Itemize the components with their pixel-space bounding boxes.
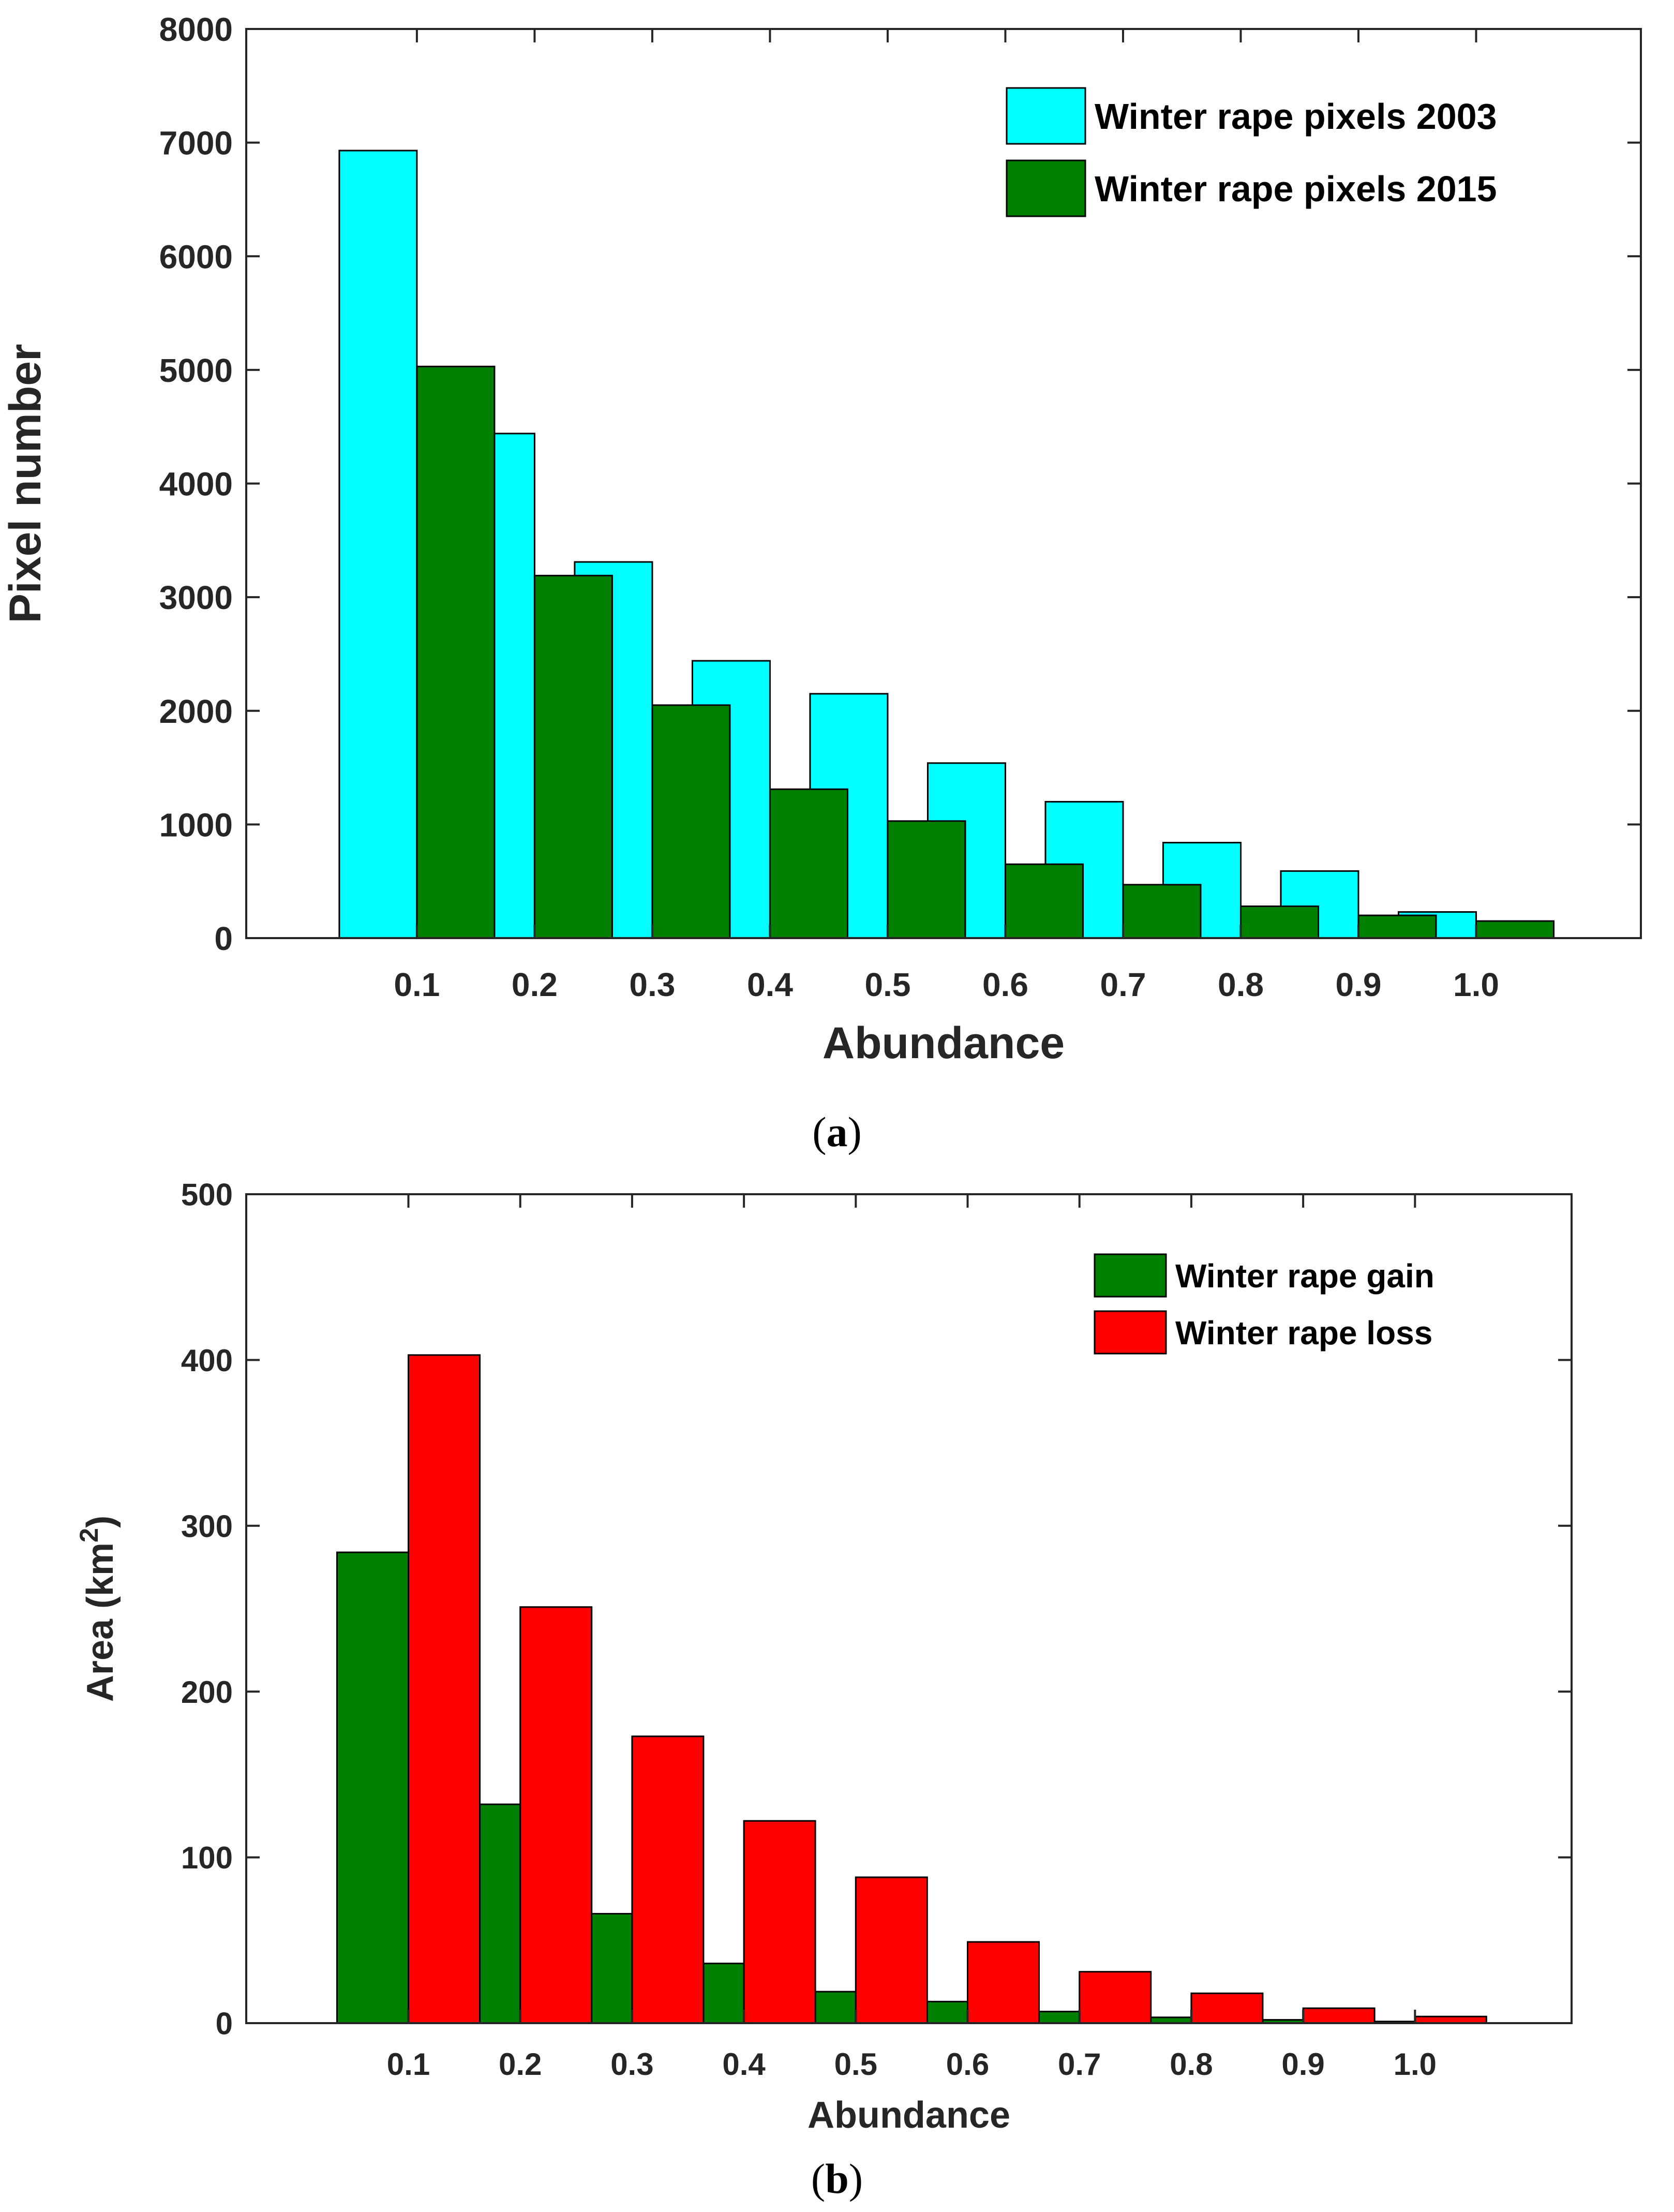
panel-caption: (a)	[812, 1108, 862, 1155]
xtick-label: 0.2	[512, 966, 558, 1003]
xtick-label: 0.9	[1281, 2047, 1324, 2082]
xtick-label: 0.8	[1170, 2047, 1213, 2082]
x-axis-label: Abundance	[823, 1018, 1065, 1068]
ytick-label: 0	[216, 2007, 233, 2041]
bar-s2-0.5	[855, 1876, 928, 2024]
chart-b-area: 0 100 200 300 400 500 0.1 0.2 0.3 0.4 0.5 0.6 0.7 0.8…	[74, 1178, 1573, 2202]
bar-s2-0.9	[1357, 914, 1437, 939]
bar-s2-0.7	[1079, 1971, 1152, 2024]
ytick-label: 4000	[159, 466, 233, 503]
ytick-label: 100	[181, 1840, 233, 1875]
chart-a-pixel-number: 0 1000 2000 3000 4000 5000 6000 7000 8000 0.1 0.2 0…	[1, 11, 1642, 1155]
bar-s1-0.1	[336, 1551, 409, 2024]
ytick-label: 2000	[159, 693, 233, 730]
y-axis-label-close: )	[80, 1516, 121, 1528]
legend-swatch-1	[1094, 1253, 1167, 1298]
xtick-label: 0.8	[1218, 966, 1264, 1003]
xtick-label: 1.0	[1453, 966, 1499, 1003]
bar-s2-0.8	[1239, 905, 1319, 939]
caption-close-paren: )	[848, 1108, 862, 1155]
ytick-label: 6000	[159, 238, 233, 275]
ytick-label: 0	[214, 920, 233, 957]
bar-s2-0.8	[1190, 1992, 1264, 2024]
caption-letter: b	[825, 2155, 849, 2202]
legend-swatch-1	[1006, 87, 1086, 145]
x-axis-label: Abundance	[808, 2095, 1010, 2136]
bar-s2-0.4	[743, 1820, 816, 2024]
xtick-label: 0.7	[1058, 2047, 1101, 2082]
xtick-label: 0.4	[722, 2047, 766, 2082]
ytick-label: 1000	[159, 806, 233, 843]
xtick-label: 0.5	[834, 2047, 877, 2082]
bar-s1-0.1	[338, 150, 418, 939]
legend-label-1: Winter rape gain	[1175, 1257, 1434, 1295]
caption-open-paren: (	[811, 2155, 825, 2202]
bar-s1-0.9	[1280, 870, 1359, 939]
xtick-label: 0.1	[387, 2047, 430, 2082]
bar-s2-0.3	[651, 704, 731, 939]
y-axis-label-superscript: 2	[74, 1528, 103, 1542]
bar-s2-0.2	[533, 574, 613, 939]
xtick-label: 0.5	[864, 966, 910, 1003]
xtick-label: 0.6	[946, 2047, 989, 2082]
y-axis-label: Area (km2)	[74, 1516, 121, 1702]
xtick-label: 0.3	[610, 2047, 653, 2082]
bar-s2-0.2	[519, 1606, 593, 2024]
legend-label-1: Winter rape pixels 2003	[1095, 96, 1497, 137]
bar-s2-0.1	[416, 365, 496, 939]
xtick-label: 0.9	[1335, 966, 1381, 1003]
caption-open-paren: (	[812, 1108, 826, 1155]
bar-s2-0.5	[887, 820, 966, 939]
legend-swatch-2	[1006, 159, 1086, 217]
ytick-label: 200	[181, 1675, 233, 1710]
axes-frame	[245, 1193, 1573, 2024]
y-axis-label: Pixel number	[1, 344, 50, 623]
xtick-label: 0.7	[1100, 966, 1146, 1003]
bar-s2-0.4	[769, 788, 848, 939]
bar-s2-0.6	[967, 1941, 1040, 2024]
xtick-label: 1.0	[1394, 2047, 1437, 2082]
ytick-label: 400	[181, 1343, 233, 1378]
xtick-label: 0.6	[982, 966, 1028, 1003]
ytick-label: 7000	[159, 125, 233, 162]
ytick-label: 8000	[159, 11, 233, 48]
bar-s2-0.7	[1122, 884, 1202, 939]
y-axis-label-main: Area (km	[80, 1542, 121, 1702]
y-axis-label-main: Pixel number	[1, 344, 50, 623]
panel-caption: (b)	[811, 2155, 863, 2202]
xtick-label: 0.2	[499, 2047, 542, 2082]
xtick-label: 0.3	[629, 966, 675, 1003]
legend: Winter rape pixels 2003 Winter rape pixel…	[1006, 87, 1497, 217]
legend-label-2: Winter rape loss	[1175, 1314, 1432, 1352]
ytick-label: 500	[181, 1178, 233, 1212]
xtick-label: 0.4	[747, 966, 793, 1003]
ytick-label: 3000	[159, 579, 233, 616]
ytick-label: 5000	[159, 352, 233, 389]
ytick-label: 300	[181, 1509, 233, 1543]
bar-s2-0.9	[1302, 2007, 1376, 2024]
bar-s2-0.1	[407, 1354, 481, 2024]
bar-s2-0.6	[1004, 863, 1084, 939]
xtick-label: 0.1	[394, 966, 440, 1003]
caption-letter: a	[827, 1108, 848, 1155]
caption-close-paren: )	[849, 2155, 863, 2202]
legend: Winter rape gain Winter rape loss	[1094, 1253, 1434, 1355]
bar-s2-0.3	[631, 1735, 705, 2024]
legend-label-2: Winter rape pixels 2015	[1095, 169, 1497, 209]
bar-s2-1.0	[1475, 920, 1555, 939]
legend-swatch-2	[1094, 1310, 1167, 1355]
